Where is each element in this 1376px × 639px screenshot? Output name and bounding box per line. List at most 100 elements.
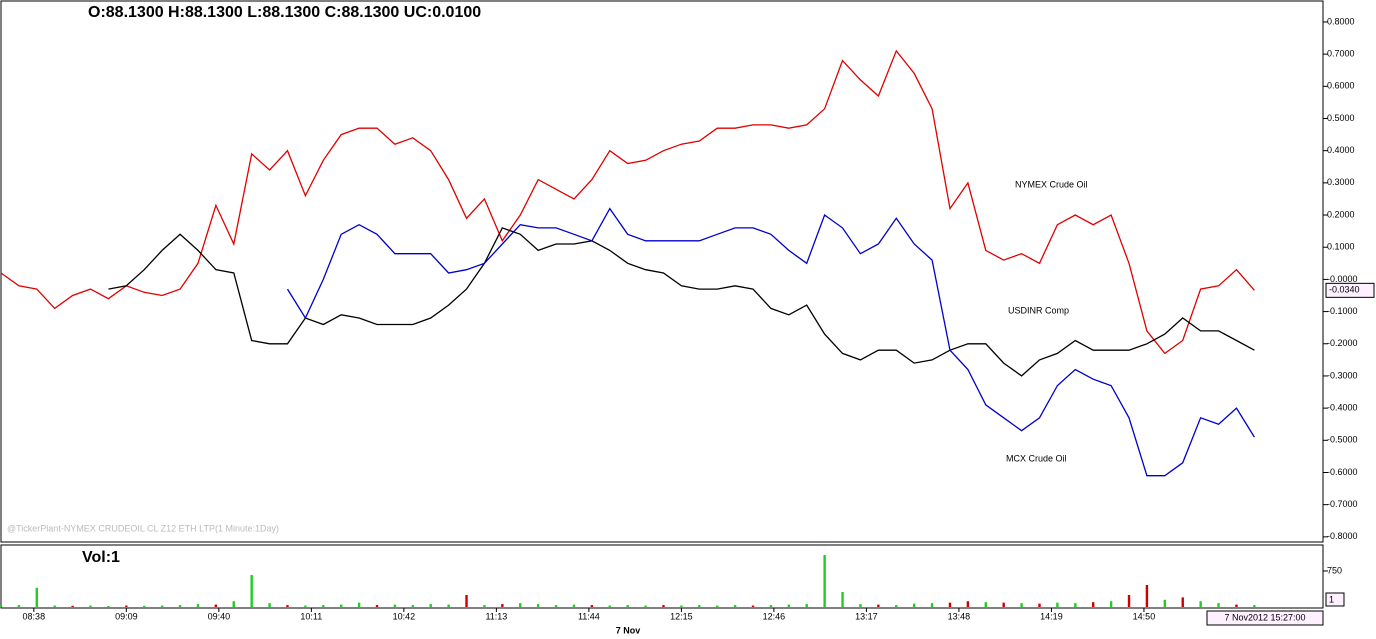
volume-bar (1235, 604, 1238, 607)
x-tick-label: 09:09 (115, 611, 138, 621)
y-tick-label: -0.2000 (1327, 338, 1358, 348)
volume-bar (912, 603, 916, 607)
volume-bar (1217, 603, 1220, 607)
volume-bar (465, 594, 468, 607)
y-tick-label: -0.0000 (1327, 274, 1358, 284)
volume-bar (1127, 594, 1131, 607)
y-tick-label: -0.7000 (1327, 499, 1358, 509)
y-tick-label: 0.2000 (1327, 209, 1355, 219)
x-tick-label: 13:17 (855, 611, 878, 621)
volume-bar (1145, 585, 1149, 607)
series-label: MCX Crude Oil (1006, 453, 1067, 463)
x-tick-label: 11:44 (578, 611, 600, 621)
volume-bar (590, 605, 594, 607)
volume-bar (160, 605, 164, 607)
cursor-label: 7 Nov2012 15:27:00 (1224, 612, 1305, 622)
x-tick-label: 08:38 (23, 611, 46, 621)
y-tick-label: 0.7000 (1327, 49, 1355, 59)
volume-bar (214, 604, 218, 607)
volume-bar (733, 605, 737, 607)
volume-bar (626, 605, 629, 607)
x-tick-label: 09:40 (208, 611, 231, 621)
volume-bar (984, 602, 987, 607)
volume-bar (823, 554, 826, 607)
volume-bar (1020, 603, 1023, 607)
y-tick-label: -0.5000 (1327, 435, 1358, 445)
series-line (108, 227, 1255, 377)
volume-bar (125, 605, 128, 607)
volume-bar (357, 602, 361, 607)
y-tick-label: -0.1000 (1327, 306, 1358, 316)
series-label: NYMEX Crude Oil (1015, 179, 1088, 189)
volume-bar (447, 604, 450, 607)
volume-bar (17, 605, 21, 607)
volume-bar (375, 605, 379, 607)
volume-bar (680, 605, 683, 607)
volume-current-box (1325, 592, 1345, 607)
date-label: 7 Nov (616, 625, 641, 635)
volume-bar (662, 605, 665, 607)
ohlc-header: O:88.1300 H:88.1300 L:88.1300 C:88.1300 … (88, 4, 481, 21)
volume-panel (0, 544, 1324, 609)
volume-bar (250, 574, 253, 607)
volume-bar (519, 603, 522, 607)
volume-bar (339, 604, 343, 607)
volume-bar (966, 601, 970, 607)
x-tick-label: 13:48 (948, 611, 971, 621)
volume-bar (304, 605, 307, 607)
volume-bar (1181, 597, 1184, 607)
volume-bar (143, 605, 146, 607)
volume-bar (1056, 602, 1059, 607)
volume-bar (1038, 603, 1041, 607)
volume-bar (895, 605, 898, 607)
volume-bar (698, 605, 701, 607)
y-tick-label: 0.1000 (1327, 242, 1355, 252)
x-tick-label: 10:11 (300, 611, 322, 621)
volume-bar (178, 605, 182, 607)
volume-bar (930, 603, 934, 607)
y-tick-label: -0.3000 (1327, 370, 1358, 380)
volume-bar (1253, 605, 1256, 607)
y-tick-label: 0.8000 (1327, 16, 1355, 26)
cursor-box (1206, 610, 1324, 626)
volume-bar (751, 605, 755, 607)
y-tick-label: 0.3000 (1327, 177, 1355, 187)
volume-bar (196, 604, 200, 607)
last-value-label: -0.0340 (1329, 285, 1360, 295)
volume-bar (1074, 603, 1077, 607)
volume-y-tick-label: 750 (1327, 565, 1342, 575)
volume-bar (877, 604, 880, 607)
main-panel (0, 0, 1324, 543)
volume-bar (805, 604, 808, 607)
volume-bar (35, 587, 39, 607)
volume-bar (841, 592, 844, 607)
volume-bar (286, 605, 289, 607)
volume-bar (89, 605, 92, 607)
volume-bar (787, 604, 791, 607)
y-tick-label: -0.6000 (1327, 467, 1358, 477)
volume-bar (948, 602, 952, 607)
volume-bar (769, 605, 773, 607)
y-tick-label: 0.6000 (1327, 81, 1355, 91)
y-tick-label: 0.4000 (1327, 145, 1355, 155)
volume-title: Vol:1 (82, 549, 120, 566)
volume-bar (1199, 601, 1202, 607)
volume-bar (1092, 602, 1095, 607)
watermark: @TickerPlant-NYMEX CRUDEOIL CL Z12 ETH L… (7, 523, 279, 533)
x-tick-label: 14:50 (1133, 611, 1156, 621)
volume-bar (1002, 602, 1005, 607)
series-line (0, 49, 1255, 355)
volume-bar (572, 604, 576, 607)
x-tick-label: 11:13 (485, 611, 507, 621)
x-tick-label: 14:19 (1040, 611, 1063, 621)
volume-bar (53, 605, 56, 607)
volume-bar (107, 606, 110, 607)
volume-bar (411, 605, 415, 607)
volume-bar (501, 604, 504, 607)
x-tick-label: 12:46 (763, 611, 786, 621)
series-line (286, 207, 1255, 477)
volume-bar (483, 605, 486, 607)
x-tick-label: 12:15 (670, 611, 693, 621)
volume-current-label: 1 (1329, 594, 1334, 604)
